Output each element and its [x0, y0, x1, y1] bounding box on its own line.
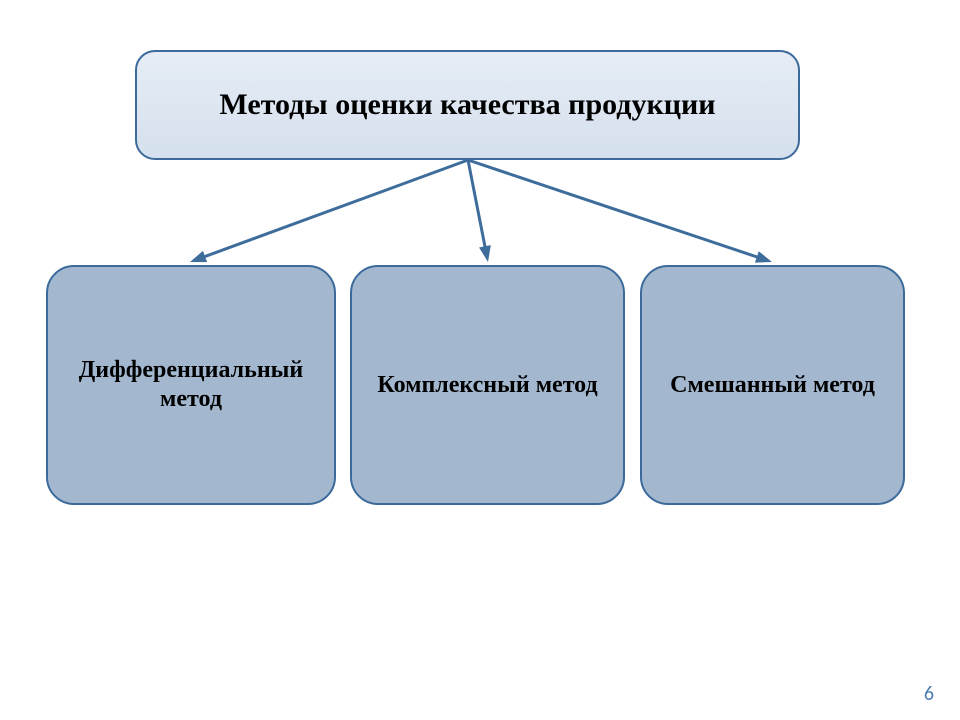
child-node-1: Комплексный метод	[350, 265, 625, 505]
root-node: Методы оценки качества продукции	[135, 50, 800, 160]
arrow-head-2	[755, 251, 772, 262]
child-node-label-2: Смешанный метод	[670, 371, 875, 400]
arrow-line-2	[468, 160, 763, 259]
child-node-label-1: Комплексный метод	[377, 371, 597, 400]
arrow-line-0	[199, 160, 468, 259]
page-number: 6	[924, 682, 934, 706]
arrow-line-1	[468, 160, 486, 253]
child-node-label-0: Дифференциальный метод	[62, 356, 320, 414]
page-number-text: 6	[924, 682, 934, 706]
arrow-head-0	[190, 251, 207, 262]
child-node-0: Дифференциальный метод	[46, 265, 336, 505]
child-node-2: Смешанный метод	[640, 265, 905, 505]
root-node-label: Методы оценки качества продукции	[219, 87, 715, 123]
arrow-head-1	[479, 245, 491, 262]
